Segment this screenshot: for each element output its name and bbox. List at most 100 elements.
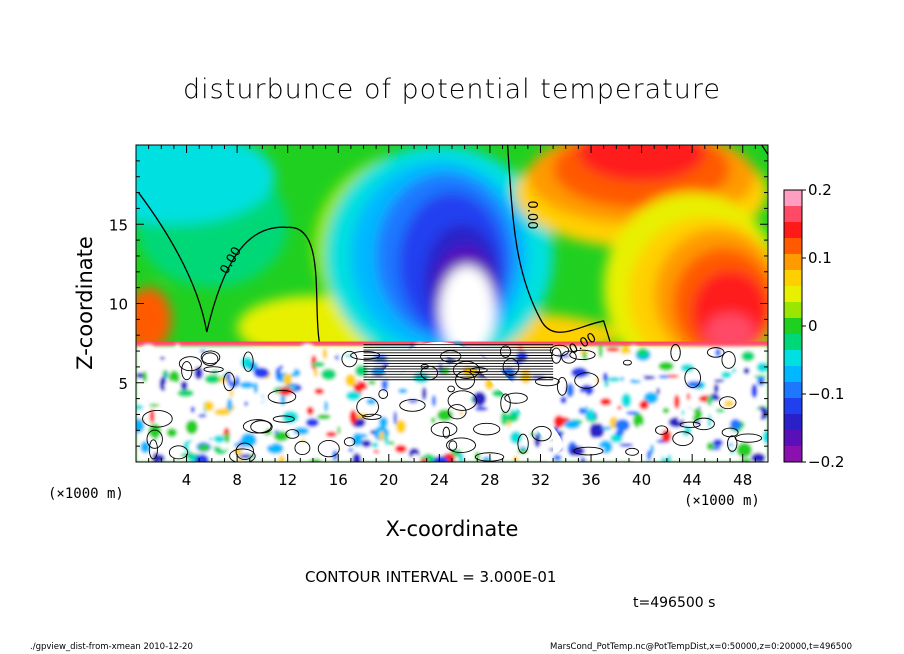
colorbar-swatch bbox=[784, 222, 802, 239]
contour-loop bbox=[294, 440, 311, 456]
colorbar-swatch bbox=[784, 414, 802, 431]
contour-loop bbox=[531, 425, 552, 442]
contour-loop bbox=[181, 361, 193, 381]
x-unit-label-right: (×1000 m) bbox=[684, 493, 760, 509]
contour-loop bbox=[356, 396, 379, 418]
contour-loop bbox=[447, 390, 478, 411]
colorbar-tick-label: 0.1 bbox=[808, 249, 832, 267]
contour-line-right bbox=[761, 145, 768, 155]
x-tick-label: 20 bbox=[379, 471, 398, 489]
y-axis-title: Z-coordinate bbox=[73, 236, 97, 370]
colorbar-swatch bbox=[784, 238, 802, 255]
y-tick-label: 10 bbox=[109, 296, 128, 314]
contour-loop bbox=[146, 429, 163, 449]
contour-loop bbox=[200, 350, 221, 365]
contour-loop bbox=[502, 358, 520, 376]
contour-loop bbox=[250, 420, 273, 434]
contour-loop bbox=[670, 344, 681, 362]
colorbar-swatch bbox=[784, 430, 802, 447]
contour-line-center bbox=[506, 145, 611, 342]
contour-loop bbox=[452, 361, 480, 379]
contour-loop bbox=[569, 349, 596, 361]
contour-loop bbox=[378, 389, 389, 399]
time-label: t=496500 s bbox=[633, 595, 716, 611]
white-plume bbox=[383, 341, 563, 454]
x-tick-label: 28 bbox=[480, 471, 499, 489]
colorbar-swatch bbox=[784, 270, 802, 287]
contour-lines bbox=[138, 145, 768, 462]
contour-loop bbox=[727, 435, 738, 452]
x-unit-label-left: (×1000 m) bbox=[48, 486, 124, 502]
contour-loop bbox=[448, 440, 458, 451]
x-tick-label: 32 bbox=[531, 471, 550, 489]
contour-loop bbox=[285, 429, 300, 439]
contour-loop bbox=[622, 359, 632, 366]
contour-loop bbox=[267, 389, 297, 404]
x-tick-label: 40 bbox=[632, 471, 651, 489]
contour-loop bbox=[574, 372, 599, 389]
x-tick-label: 44 bbox=[683, 471, 702, 489]
footer-script-label: ./gpview_dist-from-xmean 2010-12-20 bbox=[30, 642, 193, 652]
colorbar-swatch bbox=[784, 190, 802, 207]
colorbar-tick-label: −0.1 bbox=[808, 385, 844, 403]
colorbar-tick-label: 0 bbox=[808, 317, 818, 335]
contour-loop bbox=[549, 344, 570, 357]
x-tick-label: 8 bbox=[232, 471, 242, 489]
colorbar-swatch bbox=[784, 398, 802, 415]
contour-loop bbox=[721, 427, 739, 438]
contour-loop bbox=[684, 367, 701, 389]
contour-loop bbox=[242, 351, 254, 372]
x-tick-label: 16 bbox=[329, 471, 348, 489]
contour-loop bbox=[317, 439, 340, 458]
x-tick-label: 24 bbox=[430, 471, 449, 489]
contour-loop bbox=[201, 352, 219, 366]
contour-loop bbox=[719, 396, 737, 410]
contour-loop bbox=[679, 421, 701, 428]
contour-interval-label: CONTOUR INTERVAL = 3.000E-01 bbox=[305, 568, 557, 586]
contour-loop bbox=[229, 448, 256, 462]
colorbar: 0.2 0.1 0 −0.1 −0.2 bbox=[783, 181, 844, 471]
contour-loop bbox=[672, 431, 694, 446]
contour-line-left bbox=[138, 192, 320, 342]
colorbar-swatch bbox=[784, 366, 802, 383]
contour-loop bbox=[655, 425, 669, 435]
footer-source-label: MarsCond_PotTemp.nc@PotTempDist,x=0:5000… bbox=[550, 642, 852, 652]
x-tick-label: 4 bbox=[182, 471, 192, 489]
colorbar-swatch bbox=[784, 206, 802, 223]
contour-loop bbox=[168, 445, 189, 460]
contour-loop bbox=[446, 437, 476, 453]
x-tick-label: 12 bbox=[278, 471, 297, 489]
colorbar-tick-label: −0.2 bbox=[808, 453, 844, 471]
contour-loop bbox=[148, 439, 158, 460]
colorbar-swatch bbox=[784, 286, 802, 303]
contour-loop bbox=[692, 417, 715, 431]
colorbar-swatch bbox=[784, 382, 802, 399]
contour-loop bbox=[178, 356, 202, 372]
contour-loop bbox=[625, 447, 639, 456]
contour-loop bbox=[556, 376, 568, 396]
contour-loop bbox=[721, 351, 736, 369]
colorbar-swatch bbox=[784, 318, 802, 335]
contour-loop bbox=[573, 446, 604, 456]
contour-loop bbox=[235, 442, 254, 461]
contour-loop bbox=[399, 399, 426, 412]
upper-field-blobs bbox=[136, 145, 768, 383]
contour-loop bbox=[430, 421, 458, 437]
contour-loop bbox=[272, 415, 295, 423]
colorbar-swatch bbox=[784, 350, 802, 367]
heatmap-field: 0.000.000.00 bbox=[136, 145, 768, 462]
contour-label: 0.00 bbox=[524, 200, 539, 229]
contour-loop bbox=[500, 393, 511, 413]
contour-loop bbox=[343, 437, 356, 447]
contour-loop bbox=[442, 426, 450, 439]
x-axis-title: X-coordinate bbox=[386, 517, 519, 541]
contour-loop bbox=[734, 433, 763, 443]
colorbar-tick-label: 0.2 bbox=[808, 181, 832, 199]
contour-loop bbox=[447, 385, 455, 393]
colorbar-swatch bbox=[784, 302, 802, 319]
contour-loop bbox=[499, 345, 512, 358]
contour-loop bbox=[242, 419, 272, 434]
contour-loop bbox=[223, 372, 235, 392]
